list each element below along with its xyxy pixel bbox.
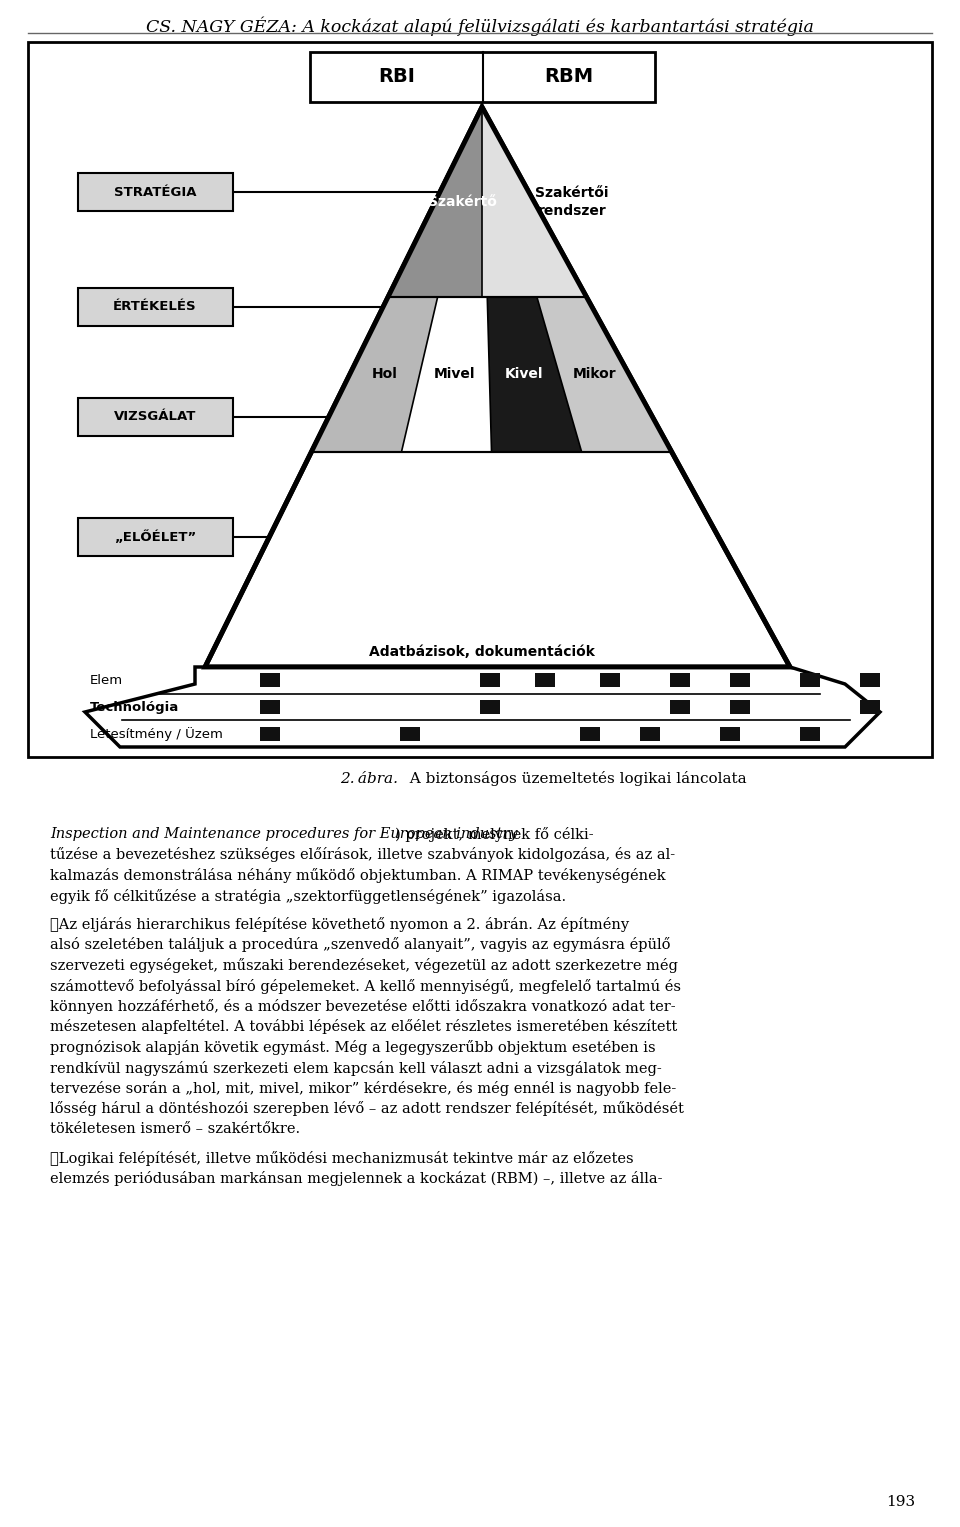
Text: kalmazás demonstrálása néhány működő objektumban. A RIMAP tevékenységének: kalmazás demonstrálása néhány működő obj… bbox=[50, 867, 665, 883]
Text: ábra.: ábra. bbox=[353, 773, 398, 786]
Text: egyik fő célkitűzése a stratégia „szektorfüggetlenségének” igazolása.: egyik fő célkitűzése a stratégia „szekto… bbox=[50, 889, 566, 904]
Text: Logikai felépítését, illetve működési mechanizmusát tekintve már az előzetes: Logikai felépítését, illetve működési me… bbox=[50, 1150, 634, 1165]
Bar bbox=[28, 43, 932, 757]
Bar bbox=[720, 727, 740, 741]
Bar bbox=[670, 699, 690, 715]
Bar bbox=[78, 518, 232, 556]
Bar bbox=[580, 727, 600, 741]
Text: 193: 193 bbox=[886, 1495, 915, 1509]
Bar bbox=[600, 673, 620, 687]
Bar bbox=[860, 699, 880, 715]
Text: számottevő befolyással bíró gépelemeket. A kellő mennyiségű, megfelelő tartalmú : számottevő befolyással bíró gépelemeket.… bbox=[50, 979, 681, 994]
Text: RBI: RBI bbox=[378, 67, 415, 87]
Polygon shape bbox=[311, 296, 438, 452]
Bar bbox=[535, 673, 555, 687]
Bar bbox=[78, 399, 232, 437]
Bar bbox=[730, 699, 750, 715]
Text: „ELŐÉLET”: „ELŐÉLET” bbox=[114, 530, 196, 544]
Text: alsó szeletében találjuk a procedúra „szenvedő alanyait”, vagyis az egymásra épü: alsó szeletében találjuk a procedúra „sz… bbox=[50, 938, 670, 953]
Text: A biztonságos üzemeltetés logikai láncolata: A biztonságos üzemeltetés logikai láncol… bbox=[400, 771, 747, 786]
Text: tűzése a bevezetéshez szükséges előírások, illetve szabványok kidolgozása, és az: tűzése a bevezetéshez szükséges előíráso… bbox=[50, 847, 675, 863]
Text: mészetesen alapfeltétel. A további lépések az előélet részletes ismeretében kész: mészetesen alapfeltétel. A további lépés… bbox=[50, 1020, 677, 1034]
Bar bbox=[800, 727, 820, 741]
Bar bbox=[78, 289, 232, 325]
Bar bbox=[860, 673, 880, 687]
Bar bbox=[730, 673, 750, 687]
Text: könnyen hozzáférhető, és a módszer bevezetése előtti időszakra vonatkozó adat te: könnyen hozzáférhető, és a módszer bevez… bbox=[50, 999, 676, 1014]
Polygon shape bbox=[205, 107, 790, 667]
Text: Inspection and Maintenance procedures for European industry: Inspection and Maintenance procedures fo… bbox=[50, 828, 517, 841]
Text: ) projekt, melynek fő célki-: ) projekt, melynek fő célki- bbox=[396, 828, 594, 841]
Text: 2.: 2. bbox=[340, 773, 354, 786]
Bar bbox=[310, 52, 655, 102]
Bar bbox=[78, 173, 232, 211]
Bar bbox=[640, 727, 660, 741]
Bar bbox=[670, 673, 690, 687]
Polygon shape bbox=[482, 107, 587, 296]
Polygon shape bbox=[388, 107, 482, 296]
Polygon shape bbox=[85, 667, 880, 747]
Text: tervezése során a „hol, mit, mivel, mikor” kérdésekre, és még ennél is nagyobb f: tervezése során a „hol, mit, mivel, miko… bbox=[50, 1081, 676, 1096]
Polygon shape bbox=[537, 296, 672, 452]
Text: RBM: RBM bbox=[544, 67, 593, 87]
Bar bbox=[260, 673, 280, 687]
Text: Létesítmény / Üzem: Létesítmény / Üzem bbox=[90, 727, 223, 741]
Bar bbox=[260, 727, 280, 741]
Text: tökéletesen ismerő – szakértőkre.: tökéletesen ismerő – szakértőkre. bbox=[50, 1122, 300, 1136]
Bar bbox=[260, 699, 280, 715]
Text: Az eljárás hierarchikus felépítése követhető nyomon a 2. ábrán. Az építmény: Az eljárás hierarchikus felépítése követ… bbox=[50, 918, 629, 931]
Text: Hol: Hol bbox=[372, 368, 397, 382]
Bar bbox=[400, 727, 420, 741]
Bar bbox=[480, 699, 500, 715]
Text: elemzés periódusában markánsan megjelennek a kockázat (RBM) –, illetve az álla-: elemzés periódusában markánsan megjelenn… bbox=[50, 1171, 662, 1186]
Text: ÉRTÉKELÉS: ÉRTÉKELÉS bbox=[113, 301, 197, 313]
Text: Elem: Elem bbox=[90, 673, 123, 687]
Text: szervezeti egységeket, műszaki berendezéseket, végezetül az adott szerkezetre mé: szervezeti egységeket, műszaki berendezé… bbox=[50, 957, 678, 973]
Text: Mivel: Mivel bbox=[434, 368, 475, 382]
Bar bbox=[480, 673, 500, 687]
Text: lősség hárul a döntéshozói szerepben lévő – az adott rendszer felépítését, működ: lősség hárul a döntéshozói szerepben lév… bbox=[50, 1101, 684, 1116]
Text: Szakértő: Szakértő bbox=[427, 195, 496, 209]
Text: Technológia: Technológia bbox=[90, 701, 180, 713]
Text: Szakértői
rendszer: Szakértői rendszer bbox=[536, 186, 609, 218]
Polygon shape bbox=[488, 296, 582, 452]
Text: STRATÉGIA: STRATÉGIA bbox=[113, 185, 196, 199]
Text: Kivel: Kivel bbox=[505, 368, 543, 382]
Text: prognózisok alapján követik egymást. Még a legegyszerűbb objektum esetében is: prognózisok alapján követik egymást. Még… bbox=[50, 1040, 656, 1055]
Text: CS. NAGY GÉZA: A kockázat alapú felülvizsgálati és karbantartási stratégia: CS. NAGY GÉZA: A kockázat alapú felülviz… bbox=[146, 17, 814, 37]
Polygon shape bbox=[401, 296, 492, 452]
Text: VIZSGÁLAT: VIZSGÁLAT bbox=[114, 411, 196, 423]
Bar bbox=[800, 673, 820, 687]
Text: Adatbázisok, dokumentációk: Adatbázisok, dokumentációk bbox=[369, 644, 595, 660]
Text: Mikor: Mikor bbox=[572, 368, 616, 382]
Text: rendkívül nagyszámú szerkezeti elem kapcsán kell választ adni a vizsgálatok meg-: rendkívül nagyszámú szerkezeti elem kapc… bbox=[50, 1060, 661, 1075]
